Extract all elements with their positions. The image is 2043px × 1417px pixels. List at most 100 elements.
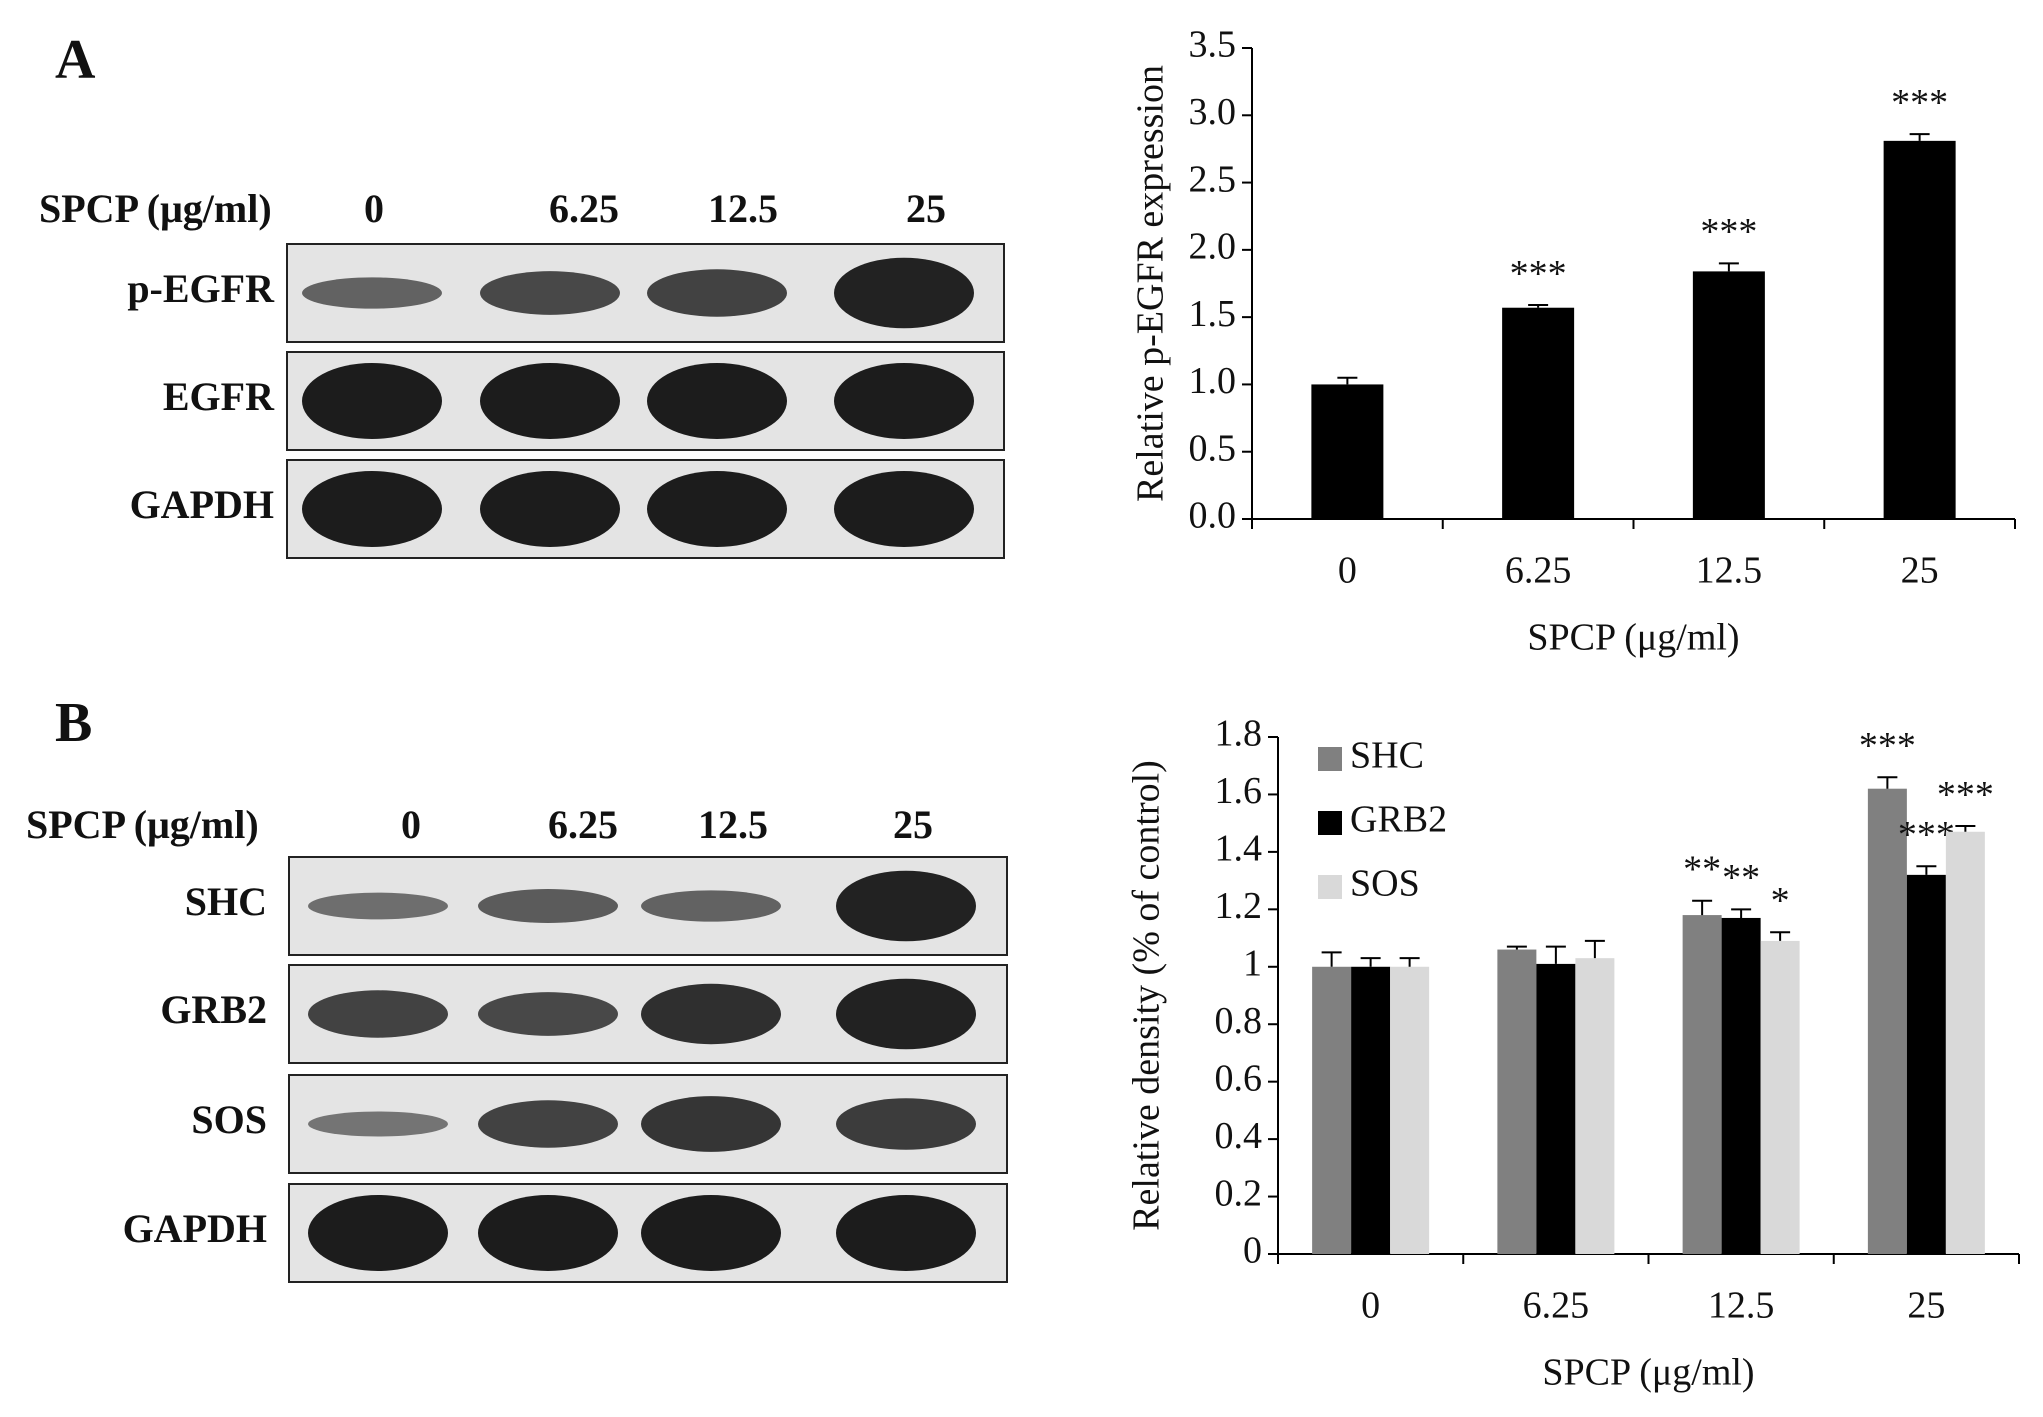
band bbox=[302, 471, 442, 547]
band bbox=[302, 277, 442, 309]
error-bar bbox=[1770, 931, 1791, 941]
bar bbox=[1760, 940, 1800, 1254]
panel-letter: B bbox=[55, 692, 92, 754]
lane-label: 0 bbox=[364, 186, 384, 231]
band bbox=[308, 990, 448, 1038]
error-bar bbox=[1909, 133, 1930, 141]
significance-label: *** bbox=[1700, 211, 1757, 253]
significance-label: *** bbox=[1510, 253, 1567, 295]
blot-panel: A SPCP (μg/ml) 0 6.25 12.5 25 p-EGFR EGFR GAPDH bbox=[39, 29, 1005, 559]
row-label: EGFR bbox=[163, 374, 275, 419]
y-tick-label: 2.0 bbox=[1189, 226, 1237, 268]
row-label: SHC bbox=[185, 879, 267, 924]
band bbox=[478, 992, 618, 1036]
significance-label: *** bbox=[1898, 814, 1955, 856]
x-tick-label: 6.25 bbox=[1505, 550, 1572, 592]
panel-letter: A bbox=[55, 29, 96, 91]
y-tick-label: 0.4 bbox=[1215, 1115, 1263, 1157]
bar bbox=[1311, 384, 1384, 519]
error-bar bbox=[1399, 957, 1420, 967]
error-bar bbox=[1718, 262, 1739, 272]
x-tick-label: 0 bbox=[1338, 550, 1357, 592]
bar bbox=[1502, 307, 1575, 519]
bar bbox=[1351, 966, 1391, 1254]
legend-label: SOS bbox=[1350, 863, 1420, 905]
y-tick-label: 0 bbox=[1243, 1230, 1262, 1272]
legend-swatch bbox=[1318, 875, 1342, 899]
bar-chart: 0.0 0.5 1.0 1.5 2.0 2.5 3.0 3.5 0 6.25 12.5 25 SPCP … bbox=[1130, 24, 2016, 659]
y-tick-label: 0.8 bbox=[1215, 1000, 1263, 1042]
bar bbox=[1906, 874, 1946, 1254]
error-bar bbox=[1528, 304, 1549, 308]
band bbox=[647, 363, 787, 439]
lane-label: 12.5 bbox=[698, 802, 768, 847]
row-label: p-EGFR bbox=[127, 266, 275, 311]
bar bbox=[1312, 966, 1352, 1254]
y-tick-label: 0.6 bbox=[1215, 1057, 1263, 1099]
bar bbox=[1945, 831, 1985, 1254]
significance-label: *** bbox=[1859, 725, 1916, 767]
significance-label: * bbox=[1771, 880, 1790, 922]
bar bbox=[1721, 917, 1761, 1254]
lane-label: 6.25 bbox=[549, 186, 619, 231]
y-tick-label: 3.0 bbox=[1189, 91, 1237, 133]
bar bbox=[1883, 140, 1956, 519]
y-tick-label: 1 bbox=[1243, 942, 1262, 984]
error-bar bbox=[1692, 899, 1713, 916]
lane-label: 25 bbox=[893, 802, 933, 847]
x-tick-label: 25 bbox=[1901, 550, 1939, 592]
bar bbox=[1497, 949, 1537, 1254]
error-bar bbox=[1731, 908, 1752, 918]
x-tick-label: 25 bbox=[1907, 1285, 1945, 1327]
band bbox=[836, 1195, 976, 1271]
legend-label: GRB2 bbox=[1350, 799, 1447, 841]
significance-label: *** bbox=[1937, 774, 1994, 816]
error-bar bbox=[1955, 825, 1976, 832]
error-bar bbox=[1545, 945, 1566, 964]
row-label: GAPDH bbox=[123, 1206, 267, 1251]
error-bar bbox=[1337, 376, 1358, 385]
treatment-label: SPCP (μg/ml) bbox=[26, 802, 259, 847]
band bbox=[480, 271, 620, 315]
band bbox=[308, 1195, 448, 1271]
treatment-label: SPCP (μg/ml) bbox=[39, 186, 272, 231]
bar bbox=[1682, 915, 1722, 1254]
band bbox=[478, 889, 618, 923]
blot-panel: B SPCP (μg/ml) 0 6.25 12.5 25 SHC GRB2 SOS GAPDH bbox=[26, 692, 1008, 1283]
band bbox=[836, 1098, 976, 1150]
band bbox=[478, 1100, 618, 1148]
legend-swatch bbox=[1318, 811, 1342, 835]
y-tick-label: 1.8 bbox=[1215, 713, 1263, 755]
y-tick-label: 3.5 bbox=[1189, 24, 1237, 66]
error-bar bbox=[1877, 776, 1898, 789]
error-bar bbox=[1584, 939, 1605, 959]
bar bbox=[1867, 788, 1907, 1254]
lane-label: 0 bbox=[401, 802, 421, 847]
error-bar bbox=[1321, 951, 1342, 967]
band bbox=[647, 269, 787, 317]
significance-label: ** bbox=[1722, 857, 1760, 899]
y-tick-label: 0.5 bbox=[1189, 427, 1237, 469]
significance-label: *** bbox=[1891, 82, 1948, 124]
error-bar bbox=[1916, 865, 1937, 875]
bar bbox=[1575, 958, 1615, 1254]
band bbox=[302, 363, 442, 439]
band bbox=[834, 257, 974, 329]
significance-label: ** bbox=[1683, 848, 1721, 890]
y-axis-label: Relative density (% of control) bbox=[1126, 760, 1168, 1231]
band bbox=[641, 983, 781, 1045]
lane-label: 25 bbox=[906, 186, 946, 231]
band bbox=[308, 1111, 448, 1137]
band bbox=[641, 1195, 781, 1271]
row-label: GAPDH bbox=[130, 482, 274, 527]
y-tick-label: 1.4 bbox=[1215, 828, 1263, 870]
band bbox=[308, 892, 448, 920]
band bbox=[641, 890, 781, 922]
lane-label: 12.5 bbox=[708, 186, 778, 231]
bar bbox=[1692, 271, 1765, 519]
bar bbox=[1536, 963, 1576, 1254]
legend-swatch bbox=[1318, 747, 1342, 771]
y-tick-label: 1.5 bbox=[1189, 293, 1237, 335]
band bbox=[647, 471, 787, 547]
band bbox=[834, 363, 974, 439]
